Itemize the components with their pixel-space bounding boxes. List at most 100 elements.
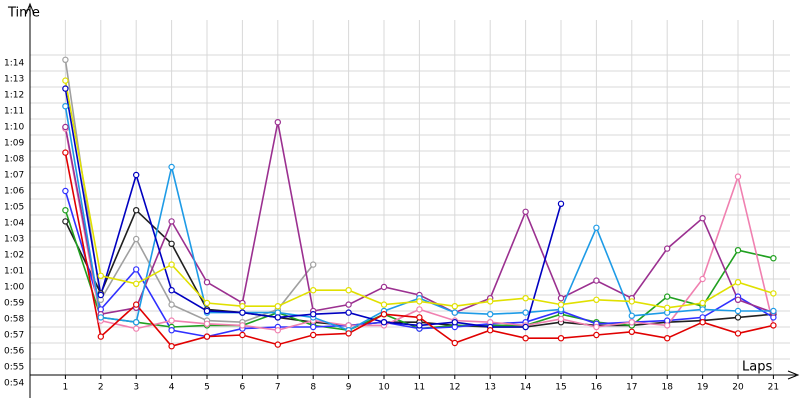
point	[770, 290, 777, 297]
point	[380, 301, 388, 308]
point	[628, 298, 636, 305]
x-tick-label: 11	[414, 383, 425, 393]
x-tick-label: 7	[275, 383, 281, 393]
point	[274, 314, 281, 321]
point	[62, 56, 69, 64]
point	[62, 218, 69, 225]
y-arrow	[25, 2, 35, 15]
point	[416, 298, 423, 305]
y-axis-title: Time	[7, 6, 40, 21]
point	[168, 327, 175, 334]
point	[593, 277, 600, 284]
x-tick-label: 10	[378, 383, 390, 393]
y-tick-label: 1:10	[4, 123, 24, 133]
point	[522, 208, 529, 215]
x-tick-label: 17	[626, 383, 637, 393]
point	[274, 303, 281, 310]
point	[132, 319, 140, 326]
point	[239, 331, 246, 339]
x-tick-label: 8	[310, 383, 316, 393]
point	[97, 272, 105, 279]
point	[522, 323, 529, 331]
point	[557, 295, 565, 302]
point	[97, 333, 105, 340]
point	[62, 149, 69, 156]
y-tick-label: 1:01	[4, 267, 24, 277]
point	[699, 299, 706, 307]
x-tick-label: 20	[732, 383, 744, 393]
point	[239, 303, 246, 310]
x-tick-label: 21	[768, 383, 779, 393]
point	[239, 309, 246, 316]
point	[62, 77, 69, 84]
point	[345, 287, 352, 294]
y-tick-label: 0:59	[4, 299, 24, 309]
x-tick-label: 18	[661, 383, 673, 393]
y-tick-label: 1:12	[4, 91, 24, 101]
point	[274, 118, 281, 126]
point	[557, 301, 565, 308]
y-tick-label: 1:05	[4, 203, 24, 213]
point	[310, 261, 317, 268]
point	[168, 287, 175, 294]
point	[345, 309, 352, 316]
point	[628, 319, 636, 326]
point	[770, 307, 777, 315]
x-tick-label: 1	[63, 383, 69, 393]
point	[168, 317, 175, 324]
point	[416, 322, 423, 329]
point	[557, 200, 565, 207]
point	[734, 307, 742, 315]
point	[734, 279, 742, 286]
y-tick-label: 1:07	[4, 171, 24, 181]
point	[345, 301, 352, 308]
x-tick-label: 15	[555, 383, 566, 393]
point	[380, 319, 388, 326]
point	[168, 240, 175, 247]
point	[380, 311, 388, 318]
point	[522, 295, 529, 302]
y-tick-label: 1:06	[4, 187, 24, 197]
point	[274, 327, 281, 334]
point	[97, 291, 105, 299]
x-tick-label: 12	[449, 383, 460, 393]
point	[168, 218, 175, 225]
x-tick-label: 9	[346, 383, 352, 393]
y-tick-label: 1:00	[4, 283, 24, 293]
point	[416, 306, 423, 313]
point	[451, 339, 458, 347]
point	[487, 311, 494, 318]
y-tick-label: 1:14	[4, 59, 24, 69]
point	[62, 123, 69, 131]
point	[168, 163, 175, 171]
point	[132, 301, 140, 308]
point	[770, 255, 777, 262]
point	[628, 328, 636, 335]
point	[593, 224, 600, 231]
y-tick-label: 1:02	[4, 251, 24, 261]
y-tick-label: 1:08	[4, 155, 24, 165]
point	[203, 307, 211, 315]
point	[734, 330, 742, 337]
point	[522, 335, 529, 342]
point	[557, 335, 565, 342]
point	[132, 206, 140, 214]
point	[132, 280, 140, 287]
point	[699, 319, 706, 326]
point	[664, 245, 671, 252]
point	[62, 206, 69, 214]
point	[593, 331, 600, 339]
y-tick-label: 1:09	[4, 139, 24, 149]
x-tick-label: 5	[204, 383, 210, 393]
y-tick-label: 0:55	[4, 363, 24, 373]
point	[664, 335, 671, 342]
point	[310, 323, 317, 331]
point	[451, 303, 458, 310]
x-axis-title: Laps	[742, 360, 772, 375]
point	[132, 171, 140, 179]
point	[416, 314, 423, 321]
point	[664, 293, 671, 300]
point	[310, 287, 317, 294]
